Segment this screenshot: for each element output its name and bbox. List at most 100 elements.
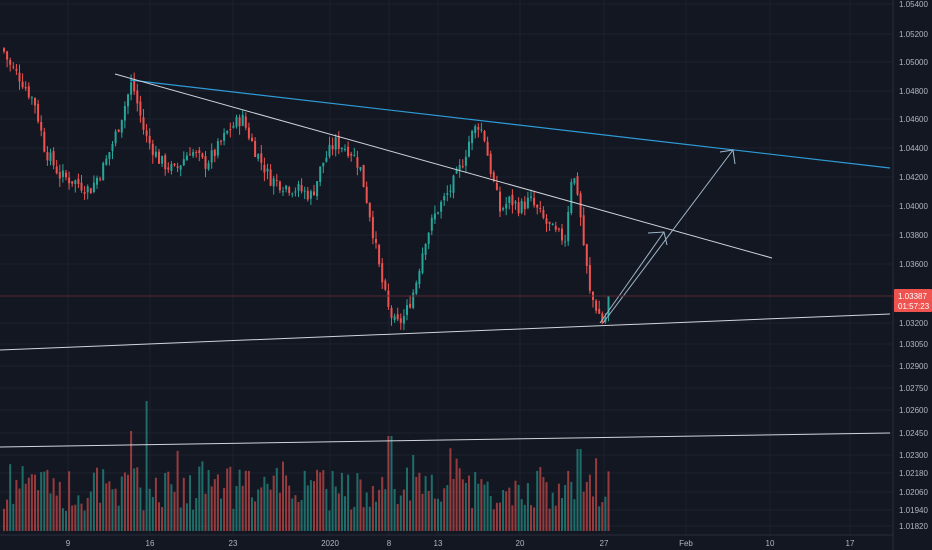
candle-body <box>356 157 359 168</box>
y-tick-label: 1.05000 <box>899 58 928 67</box>
projection-arrow-2 <box>602 149 734 324</box>
candle-body <box>557 228 560 230</box>
x-tick-label: 17 <box>846 539 855 548</box>
candle <box>232 121 235 129</box>
candle <box>468 135 470 158</box>
volume-bar <box>182 477 185 531</box>
candle-body <box>576 176 579 195</box>
candle <box>458 159 461 178</box>
volume-bar <box>592 496 594 531</box>
candle <box>96 175 98 189</box>
candle <box>111 140 114 160</box>
candle-body <box>6 51 9 60</box>
x-tick-label: Feb <box>679 539 693 548</box>
volume-bar <box>551 492 554 531</box>
candle-body <box>446 193 449 195</box>
volume-bar <box>365 492 368 531</box>
candle <box>455 166 458 174</box>
volume-bar <box>34 474 36 531</box>
candle-body <box>452 175 455 193</box>
candle-body <box>477 127 480 130</box>
candle-body <box>495 182 498 191</box>
volume-bar <box>130 431 133 531</box>
volume-bar <box>12 503 15 531</box>
candle <box>396 307 399 322</box>
candle-body <box>127 94 129 107</box>
candle-body <box>65 172 67 178</box>
candle-body <box>9 60 12 65</box>
candle-body <box>161 155 164 164</box>
volume-bar <box>368 506 371 531</box>
volume-bar <box>526 483 529 531</box>
candle-body <box>71 181 74 184</box>
candle-body <box>347 146 350 156</box>
candle-body <box>607 296 610 316</box>
candle <box>601 311 604 325</box>
candle-body <box>158 151 160 164</box>
candle <box>418 268 421 289</box>
candle-body <box>37 103 40 122</box>
volume-bar <box>474 472 477 531</box>
candle <box>185 152 188 161</box>
candle-body <box>176 166 179 168</box>
volume-bar <box>272 475 275 531</box>
projection-arrow-1-head <box>647 231 668 246</box>
candle-body <box>381 263 384 283</box>
volume-bar <box>74 504 77 531</box>
candle <box>598 300 601 314</box>
candle-body <box>390 307 393 318</box>
candle-body <box>340 147 343 149</box>
candle-body <box>412 292 415 308</box>
volume-bar <box>412 454 415 531</box>
candle <box>148 128 151 150</box>
candle <box>182 151 185 167</box>
volume-bar <box>123 472 126 531</box>
volume-bar <box>6 499 9 531</box>
candle <box>554 221 557 233</box>
volume-bar <box>495 502 498 531</box>
y-tick-label: 1.03050 <box>899 340 928 349</box>
current-price-countdown: 01:57:23 <box>898 302 930 311</box>
y-tick-label: 1.04400 <box>899 144 928 153</box>
candle <box>297 180 300 198</box>
candle <box>368 202 371 222</box>
candle <box>275 174 278 187</box>
candle <box>105 155 108 166</box>
candle <box>548 221 551 232</box>
candle-body <box>170 164 173 171</box>
volume-bar <box>145 401 148 531</box>
volume-bar <box>65 510 67 531</box>
volume-bar <box>232 508 235 531</box>
volume-bar <box>502 490 505 531</box>
candle <box>567 206 570 246</box>
candle <box>356 150 359 176</box>
candle-body <box>68 177 71 184</box>
candle <box>421 247 424 275</box>
candle-body <box>92 182 95 193</box>
volume-bar <box>120 476 123 531</box>
candle <box>316 181 319 201</box>
volume-bar <box>353 506 356 531</box>
volume-bar <box>433 498 436 531</box>
candle-body <box>502 208 505 210</box>
candle-body <box>539 208 542 210</box>
volume-bar <box>216 474 219 531</box>
candle-body <box>34 97 36 106</box>
candle-body <box>427 232 430 244</box>
candle-body <box>195 152 198 154</box>
candle <box>371 210 374 245</box>
candle-body <box>192 152 195 156</box>
candle <box>167 162 170 173</box>
volume-bar <box>9 464 12 531</box>
volume-bar <box>564 485 567 531</box>
candle <box>393 313 396 323</box>
volume-bar <box>545 482 548 531</box>
candle-body <box>430 217 433 231</box>
candle <box>477 123 480 138</box>
candle <box>530 189 532 202</box>
candle <box>505 196 508 216</box>
candle <box>483 129 486 143</box>
